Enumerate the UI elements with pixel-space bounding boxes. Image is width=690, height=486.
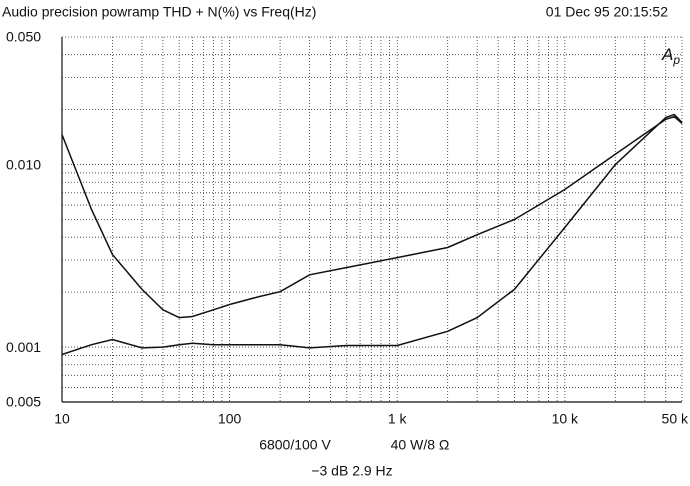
y-tick-label: 0.005 [6,394,41,410]
data-line [61,113,683,356]
note: −3 dB 2.9 Hz [311,463,392,479]
logo-sub: p [672,53,680,67]
x-tick-label: 50 k [662,411,689,427]
y-tick-label: 0.001 [6,339,41,355]
x-tick-label: 100 [218,411,242,427]
x-tick-label: 10 [54,411,70,427]
x-tick-label: 1 k [388,411,408,427]
logo: Ap [661,45,680,67]
note: 40 W/8 Ω [391,437,450,453]
data-line [61,115,683,319]
y-tick-label: 0.050 [6,29,41,45]
logo-main: A [661,45,673,64]
timestamp: 01 Dec 95 20:15:52 [546,4,668,20]
x-tick-label: 10 k [552,411,579,427]
chart-title: Audio precision powramp THD + N(%) vs Fr… [2,4,316,20]
note: 6800/100 V [259,437,331,453]
y-tick-label: 0.010 [6,156,41,172]
